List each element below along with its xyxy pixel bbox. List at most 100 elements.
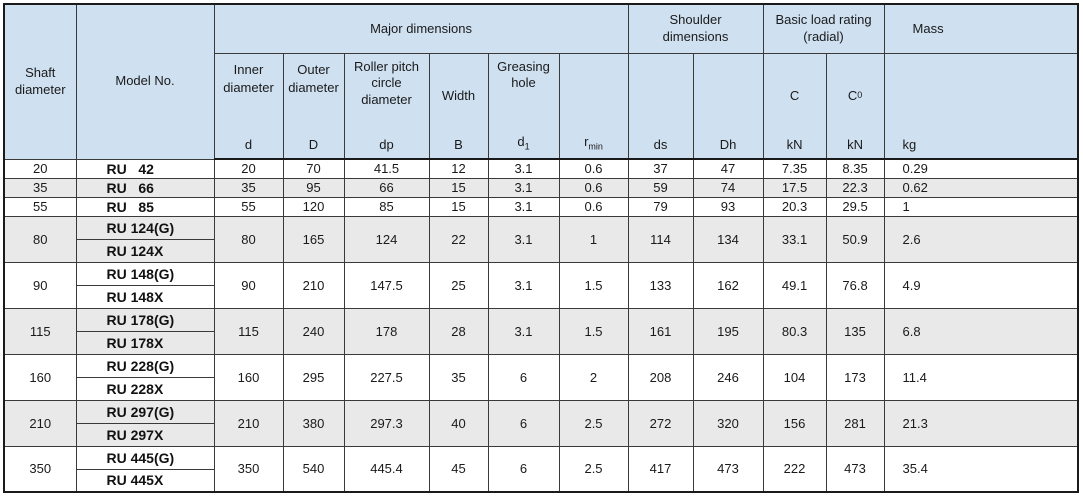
col-symbol: rmin [584, 134, 603, 152]
col-header-greasing-hole: Greasing hole d1 [487, 53, 560, 160]
table-row: 20 RU 42 20 70 41.5 12 3.1 0.6 37 47 7.3… [3, 158, 1079, 179]
value-d: 35 [213, 177, 284, 198]
value-rmin: 2.5 [558, 399, 629, 447]
value-d1: 3.1 [487, 158, 560, 179]
value-D: 295 [282, 353, 345, 401]
value-C0: 8.35 [825, 158, 885, 179]
table-row: 210 RU 297(G) 210 380 297.3 40 6 2.5 272… [3, 399, 1079, 447]
value-B: 35 [428, 353, 489, 401]
value-B: 28 [428, 307, 489, 355]
table-row: 160 RU 228(G) 160 295 227.5 35 6 2 208 2… [3, 353, 1079, 401]
value-B: 22 [428, 215, 489, 263]
shaft-diameter-value: 35 [3, 177, 77, 198]
value-mass: 35.4 [883, 445, 1079, 493]
value-B: 15 [428, 177, 489, 198]
shaft-diameter-value: 350 [3, 445, 77, 493]
value-d: 160 [213, 353, 284, 401]
value-D: 70 [282, 158, 345, 179]
table-row-sub: RU 445X [4, 468, 1078, 493]
model-no: RU 445(G) [75, 445, 215, 470]
value-C: 33.1 [762, 215, 827, 263]
value-B: 45 [428, 445, 489, 493]
value-mass: 21.3 [883, 399, 1079, 447]
table-row: 55 RU 85 55 120 85 15 3.1 0.6 79 93 20.3… [3, 196, 1079, 217]
value-B: 25 [428, 261, 489, 309]
value-Dh: 134 [692, 215, 764, 263]
value-rmin: 1 [558, 215, 629, 263]
model-no: RU 228X [75, 376, 215, 401]
value-dp: 66 [343, 177, 430, 198]
value-dp: 227.5 [343, 353, 430, 401]
col-header-ds: ds [627, 53, 694, 160]
table-row-sub: RU 178X [4, 330, 1078, 355]
value-dp: 445.4 [343, 445, 430, 493]
shaft-diameter-value: 55 [3, 196, 77, 217]
value-rmin: 2 [558, 353, 629, 401]
value-C: 104 [762, 353, 827, 401]
col-header-inner-diameter: Inner diameter d [213, 53, 284, 160]
value-Dh: 246 [692, 353, 764, 401]
value-ds: 79 [627, 196, 694, 217]
value-mass: 4.9 [883, 261, 1079, 309]
value-C: 7.35 [762, 158, 827, 179]
value-Dh: 162 [692, 261, 764, 309]
value-D: 380 [282, 399, 345, 447]
col-header-shaft-diameter: Shaft diameter [3, 3, 77, 160]
col-name: Roller pitch circle diameter [353, 59, 420, 107]
model-no: RU 297(G) [75, 399, 215, 424]
table-row: 350 RU 445(G) 350 540 445.4 45 6 2.5 417… [3, 445, 1079, 493]
shaft-diameter-value: 210 [3, 399, 77, 447]
value-d1: 6 [487, 353, 560, 401]
value-d: 210 [213, 399, 284, 447]
model-no: RU 228(G) [75, 353, 215, 378]
model-no: RU 124X [75, 238, 215, 263]
group-header-mass: Mass [883, 3, 1079, 54]
col-name [694, 54, 762, 61]
model-no: RU 85 [75, 196, 215, 217]
shaft-diameter-value: 80 [3, 215, 77, 263]
model-no: RU 178(G) [75, 307, 215, 332]
col-symbol: D [308, 137, 319, 152]
value-B: 15 [428, 196, 489, 217]
table-row-sub: RU 124X [4, 238, 1078, 263]
value-ds: 272 [627, 399, 694, 447]
col-header-c-dynamic: C kN [762, 53, 827, 160]
col-name [629, 54, 692, 61]
value-C: 156 [762, 399, 827, 447]
value-d1: 3.1 [487, 261, 560, 309]
model-no: RU 178X [75, 330, 215, 355]
table-row-sub: RU 228X [4, 376, 1078, 401]
value-ds: 133 [627, 261, 694, 309]
value-B: 40 [428, 399, 489, 447]
value-d1: 3.1 [487, 307, 560, 355]
value-mass: 0.29 [883, 158, 1079, 179]
value-C0: 29.5 [825, 196, 885, 217]
col-header-model-no: Model No. [75, 3, 215, 160]
value-rmin: 1.5 [558, 261, 629, 309]
value-mass: 1 [883, 196, 1079, 217]
col-name [560, 54, 627, 61]
value-C: 20.3 [762, 196, 827, 217]
model-no: RU 42 [75, 158, 215, 179]
table-row: 90 RU 148(G) 90 210 147.5 25 3.1 1.5 133… [3, 261, 1079, 309]
value-d1: 6 [487, 445, 560, 493]
col-symbol: dp [379, 137, 394, 152]
value-d1: 3.1 [487, 177, 560, 198]
model-no: RU 297X [75, 422, 215, 447]
value-rmin: 1.5 [558, 307, 629, 355]
col-symbol: ds [653, 137, 668, 152]
value-D: 120 [282, 196, 345, 217]
value-C: 17.5 [762, 177, 827, 198]
value-C: 49.1 [762, 261, 827, 309]
model-no: RU 124(G) [75, 215, 215, 240]
value-dp: 41.5 [343, 158, 430, 179]
value-Dh: 320 [692, 399, 764, 447]
shaft-diameter-value: 20 [3, 158, 77, 179]
value-C: 222 [762, 445, 827, 493]
value-dp: 178 [343, 307, 430, 355]
value-Dh: 473 [692, 445, 764, 493]
value-rmin: 0.6 [558, 158, 629, 179]
value-mass: 2.6 [883, 215, 1079, 263]
value-d: 90 [213, 261, 284, 309]
